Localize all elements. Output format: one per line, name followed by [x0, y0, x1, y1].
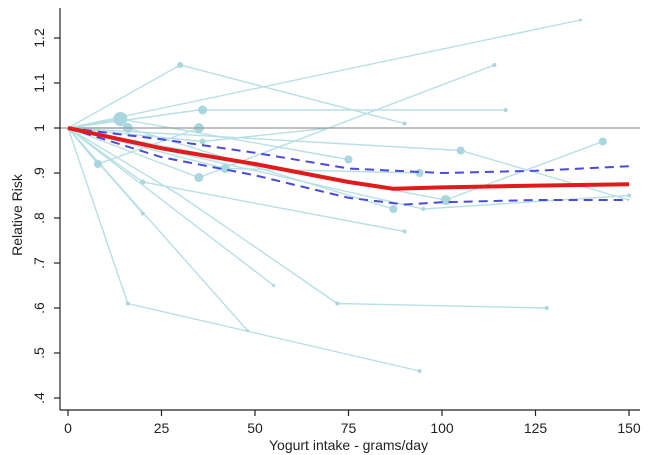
study-point-20 [503, 108, 508, 112]
study-point-15 [440, 195, 451, 205]
study-line-18 [67, 19, 581, 129]
study-point-10 [199, 138, 206, 145]
study-point-30 [627, 193, 631, 198]
study-point-29 [421, 207, 426, 211]
study-point-27 [246, 329, 249, 332]
axes: .4 .5 .6 .7 .8 .9 1 1.1 1.2 0 25 50 75 100 125 150 [31, 8, 641, 436]
y-axis-title: Relative Risk [9, 173, 25, 256]
study-point-8 [140, 179, 146, 185]
study-point-28 [578, 18, 582, 22]
study-lines-layer [67, 19, 630, 372]
study-point-7 [93, 160, 102, 168]
study-point-11 [220, 164, 230, 173]
study-point-23 [544, 306, 549, 310]
x-axis-title: Yogurt intake - grams/day [269, 437, 428, 453]
x-tick-label: 0 [64, 420, 72, 436]
study-point-19 [492, 63, 497, 67]
pooled-curve-layer [67, 126, 630, 191]
study-line-9 [67, 127, 420, 372]
study-point-12 [344, 155, 353, 164]
pooled-curve [67, 126, 630, 191]
y-tick-label: .8 [31, 212, 47, 224]
y-tick-label: .4 [31, 392, 47, 404]
study-point-21 [402, 229, 407, 234]
x-tick-label: 75 [341, 420, 357, 436]
study-point-6 [177, 62, 184, 68]
y-tick-label: 1.2 [31, 28, 47, 48]
study-point-26 [272, 284, 276, 287]
y-tick-label: 1 [31, 124, 47, 132]
study-line-3 [67, 109, 506, 129]
y-tick-label: 1.1 [31, 73, 47, 93]
y-tick-label: .6 [31, 302, 47, 314]
x-tick-label: 125 [524, 420, 548, 436]
study-point-1 [113, 112, 128, 126]
x-axis-ticks: 0 25 50 75 100 125 150 [64, 410, 641, 436]
y-axis-ticks: .4 .5 .6 .7 .8 .9 1 1.1 1.2 [31, 28, 60, 404]
confidence-interval-layer [67, 127, 630, 206]
study-point-4 [198, 105, 208, 115]
study-point-22 [335, 301, 340, 306]
study-point-24 [417, 369, 422, 373]
y-tick-label: .5 [31, 347, 47, 359]
x-tick-label: 50 [247, 420, 263, 436]
study-line-8 [67, 127, 547, 309]
study-point-16 [456, 146, 465, 155]
x-tick-label: 150 [617, 420, 641, 436]
ci-lower-line [67, 127, 629, 206]
y-tick-label: .7 [31, 257, 47, 269]
study-point-25 [125, 301, 130, 306]
y-tick-label: .9 [31, 167, 47, 179]
study-point-9 [140, 211, 145, 216]
study-line-14 [67, 127, 630, 201]
x-tick-label: 100 [430, 420, 454, 436]
ci-upper-line [67, 127, 630, 175]
study-point-18 [402, 121, 407, 126]
study-point-5 [194, 173, 204, 182]
study-point-13 [389, 205, 398, 213]
study-point-17 [598, 137, 607, 146]
study-point-14 [415, 169, 424, 177]
study-line-16 [67, 127, 275, 287]
x-tick-label: 25 [154, 420, 170, 436]
